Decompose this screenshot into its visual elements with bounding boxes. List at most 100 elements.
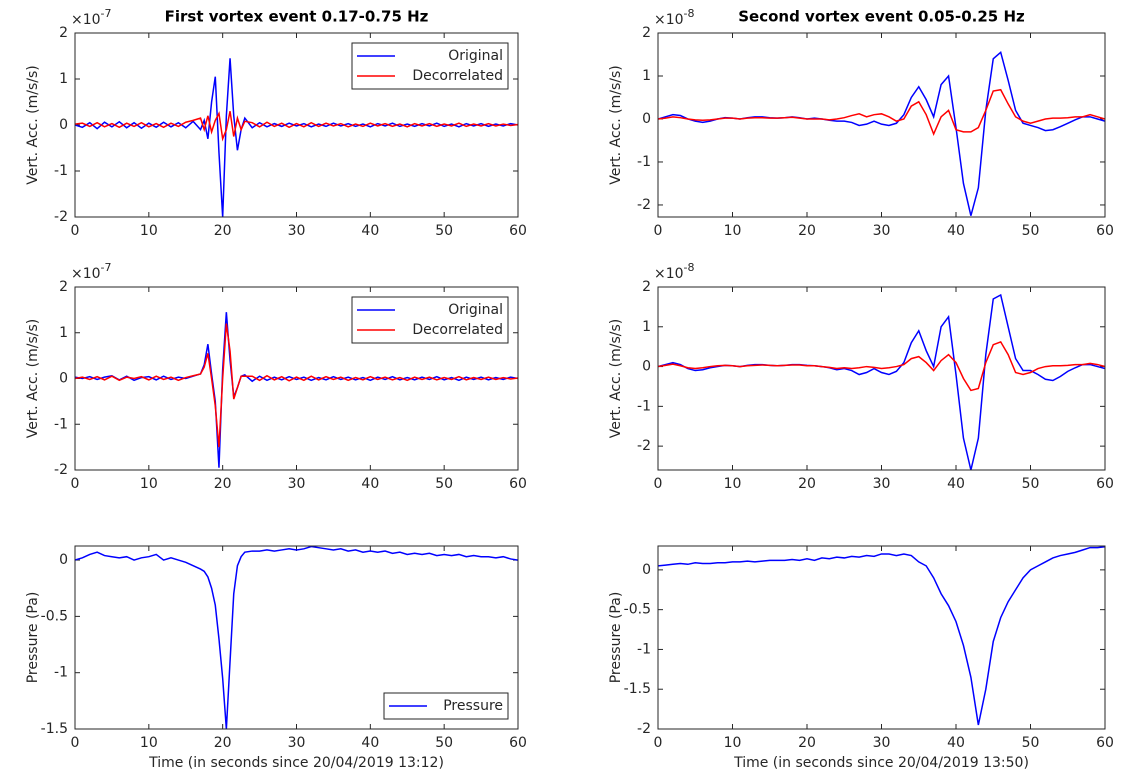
- x-tick-label: 50: [1022, 476, 1040, 492]
- y-axis-label: Pressure (Pa): [608, 592, 624, 684]
- plot-area: [658, 33, 1105, 217]
- y-tick-label: 0: [59, 117, 68, 133]
- x-tick-label: 50: [435, 223, 453, 239]
- x-tick-label: 60: [509, 735, 527, 751]
- legend-box: [351, 296, 509, 344]
- y-tick-label: 2: [642, 25, 651, 41]
- y-tick-label: 1: [59, 325, 68, 341]
- y-tick-label: 0: [59, 552, 68, 568]
- y-multiplier: ×10-7: [71, 261, 112, 282]
- data-line: [658, 546, 1105, 726]
- x-tick-label: 60: [1096, 735, 1114, 751]
- legend-label: Decorrelated: [412, 322, 503, 338]
- x-tick-label: 30: [873, 735, 891, 751]
- x-tick-label: 20: [798, 223, 816, 239]
- data-line: [75, 58, 518, 217]
- axes-box: [657, 545, 1106, 730]
- multiplier-exponent: -8: [684, 7, 695, 20]
- y-tick-label: -1: [54, 665, 68, 681]
- multiplier-base: ×10: [654, 12, 684, 28]
- x-tick-label: 20: [214, 735, 232, 751]
- data-line: [75, 111, 518, 142]
- x-tick-label: 20: [798, 735, 816, 751]
- legend-label: Original: [448, 48, 503, 64]
- y-multiplier: ×10-7: [71, 7, 112, 28]
- axes: [658, 546, 1105, 729]
- y-axis-label: Pressure (Pa): [25, 592, 41, 684]
- x-tick-label: 40: [947, 223, 965, 239]
- x-tick-label: 40: [947, 735, 965, 751]
- legend-label: Decorrelated: [412, 68, 503, 84]
- y-tick-label: 2: [59, 25, 68, 41]
- y-tick-label: 1: [59, 71, 68, 87]
- x-tick-label: 60: [509, 476, 527, 492]
- multiplier-exponent: -7: [101, 7, 112, 20]
- data-line: [75, 323, 518, 448]
- multiplier-base: ×10: [654, 266, 684, 282]
- x-tick-label: 40: [361, 223, 379, 239]
- legend-box: [351, 42, 509, 90]
- lines: [658, 293, 1105, 470]
- x-tick-label: 50: [435, 735, 453, 751]
- y-tick-label: -0.5: [624, 602, 651, 618]
- y-tick-label: -1: [637, 154, 651, 170]
- y-tick-label: 0: [642, 562, 651, 578]
- y-tick-label: 1: [642, 319, 651, 335]
- y-tick-label: -1: [637, 398, 651, 414]
- x-tick-label: 0: [654, 476, 663, 492]
- y-multiplier: ×10-8: [654, 261, 695, 282]
- x-tick-label: 30: [873, 223, 891, 239]
- axes: [658, 33, 1105, 217]
- x-tick-label: 20: [214, 476, 232, 492]
- x-tick-label: 10: [724, 735, 742, 751]
- y-tick-label: -1: [54, 163, 68, 179]
- legend-label: Pressure: [443, 698, 503, 714]
- y-multiplier: ×10-8: [654, 7, 695, 28]
- chart-title: Second vortex event 0.05-0.25 Hz: [738, 8, 1025, 26]
- y-tick-label: 1: [642, 68, 651, 84]
- x-tick-label: 60: [1096, 223, 1114, 239]
- axes-box: [657, 32, 1106, 218]
- plot-area: [658, 287, 1105, 470]
- x-tick-label: 10: [140, 735, 158, 751]
- lines: [658, 546, 1105, 726]
- multiplier-exponent: -8: [684, 261, 695, 274]
- x-tick-label: 10: [140, 223, 158, 239]
- data-line: [658, 88, 1105, 137]
- lines: [75, 546, 518, 729]
- x-tick-label: 50: [435, 476, 453, 492]
- x-tick-label: 0: [71, 223, 80, 239]
- axes-box: [74, 32, 519, 218]
- axes-box: [657, 286, 1106, 471]
- x-tick-label: 0: [654, 223, 663, 239]
- y-tick-label: -0.5: [41, 608, 68, 624]
- x-axis-label: Time (in seconds since 20/04/2019 13:50): [733, 755, 1029, 771]
- y-tick-label: -1.5: [41, 721, 68, 737]
- multiplier-exponent: -7: [101, 261, 112, 274]
- data-line: [75, 312, 518, 468]
- y-tick-label: -1: [54, 416, 68, 432]
- y-tick-label: -1: [637, 641, 651, 657]
- x-axis-label: Time (in seconds since 20/04/2019 13:12): [148, 755, 444, 771]
- plot-area: [658, 546, 1105, 729]
- x-tick-label: 40: [361, 735, 379, 751]
- x-tick-label: 30: [873, 476, 891, 492]
- y-axis-label: Vert. Acc. (m/s/s): [25, 65, 41, 184]
- x-tick-label: 10: [140, 476, 158, 492]
- axes-box: [74, 286, 519, 471]
- axes-box: [74, 545, 519, 730]
- x-tick-label: 40: [361, 476, 379, 492]
- x-tick-label: 60: [509, 223, 527, 239]
- y-tick-label: 2: [59, 279, 68, 295]
- y-axis-label: Vert. Acc. (m/s/s): [608, 319, 624, 438]
- chart-title: First vortex event 0.17-0.75 Hz: [165, 8, 429, 26]
- y-tick-label: -2: [54, 209, 68, 225]
- lines: [658, 50, 1105, 216]
- y-tick-label: 0: [642, 359, 651, 375]
- y-tick-label: -2: [637, 721, 651, 737]
- x-tick-label: 0: [71, 735, 80, 751]
- x-tick-label: 0: [71, 476, 80, 492]
- y-axis-label: Vert. Acc. (m/s/s): [608, 65, 624, 184]
- y-tick-label: 0: [59, 371, 68, 387]
